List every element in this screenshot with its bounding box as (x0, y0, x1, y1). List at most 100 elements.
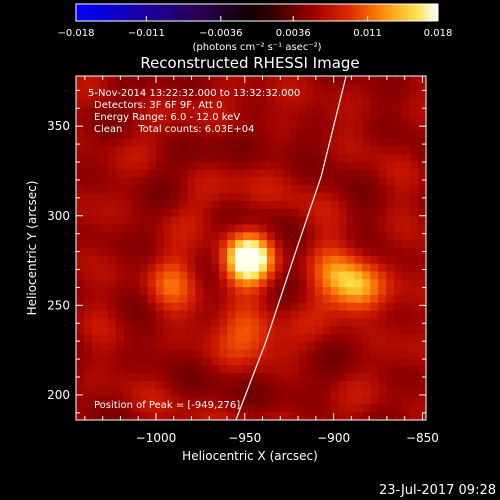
heatmap-cell (107, 380, 117, 390)
heatmap-cell (290, 380, 300, 390)
heatmap-cell (211, 193, 220, 202)
heatmap-cell (76, 122, 85, 132)
heatmap-cell (76, 240, 85, 249)
heatmap-cell (330, 396, 340, 405)
heatmap-cell (290, 99, 300, 108)
heatmap-cell (306, 302, 316, 312)
heatmap-cell (139, 240, 149, 249)
heatmap-cell (378, 357, 387, 366)
heatmap-cell (139, 83, 149, 93)
heatmap-cell (187, 334, 196, 343)
heatmap-cell (354, 216, 363, 226)
heatmap-cell (282, 240, 292, 249)
heatmap-cell (346, 373, 355, 382)
heatmap-cell (219, 279, 228, 288)
heatmap-cell (290, 193, 300, 202)
heatmap-cell (187, 302, 196, 312)
heatmap-cell (282, 177, 292, 187)
heatmap-cell (274, 388, 284, 398)
heatmap-cell (282, 201, 292, 210)
heatmap-cell (123, 130, 133, 140)
solar-limb-curve (235, 76, 347, 420)
heatmap-cell (418, 349, 426, 359)
heatmap-cell (107, 130, 117, 140)
heatmap-cell (394, 271, 403, 280)
heatmap-cell (76, 177, 85, 187)
heatmap-cell (378, 240, 387, 249)
heatmap-cell (266, 287, 276, 296)
heatmap-cell (147, 357, 157, 366)
heatmap-cell (187, 115, 196, 124)
heatmap-cell (386, 412, 395, 420)
heatmap-cell (322, 380, 332, 390)
heatmap-cell (139, 334, 149, 343)
heatmap-cell (155, 146, 165, 155)
heatmap-cell (107, 224, 117, 233)
heatmap-cell (251, 216, 260, 226)
heatmap-cell (306, 122, 316, 132)
heatmap-cell (203, 99, 212, 108)
heatmap-cell (282, 216, 292, 226)
heatmap-cell (394, 365, 403, 374)
heatmap-cell (338, 185, 348, 194)
heatmap-cell (99, 388, 109, 398)
heatmap-cell (258, 224, 268, 233)
heatmap-cell (131, 185, 141, 194)
heatmap-cell (83, 263, 93, 273)
heatmap-cell (266, 122, 276, 132)
heatmap-cell (290, 263, 300, 273)
heatmap-cell (179, 146, 188, 155)
heatmap-cell (274, 349, 284, 359)
heatmap-cell (322, 341, 332, 351)
heatmap-cell (418, 380, 426, 390)
heatmap-cell (354, 302, 363, 312)
heatmap-cell (91, 318, 101, 327)
heatmap-cell (91, 107, 101, 116)
heatmap-cell (195, 169, 204, 179)
heatmap-cell (155, 310, 165, 319)
heatmap-cell (330, 310, 340, 319)
heatmap-cell (227, 91, 236, 101)
heatmap-cell (147, 310, 157, 319)
heatmap-cell (155, 318, 165, 327)
heatmap-cell (338, 380, 348, 390)
heatmap-cell (123, 357, 133, 366)
heatmap-cell (155, 130, 165, 140)
heatmap-cell (338, 177, 348, 187)
heatmap-cell (330, 232, 340, 241)
heatmap-cell (123, 201, 133, 210)
heatmap-cell (131, 130, 141, 140)
heatmap-cell (274, 279, 284, 288)
heatmap-cell (123, 185, 133, 194)
heatmap-cell (402, 349, 411, 359)
heatmap-cell (402, 76, 411, 85)
heatmap-cell (394, 162, 403, 171)
heatmap-cell (410, 99, 419, 108)
heatmap-cell (418, 185, 426, 194)
heatmap-cell (258, 412, 268, 420)
heatmap-cell (410, 162, 419, 171)
heatmap-cell (211, 83, 220, 93)
heatmap-cell (163, 294, 173, 304)
heatmap-cell (258, 99, 268, 108)
heatmap-cell (338, 224, 348, 233)
heatmap-cell (338, 388, 348, 398)
heatmap-cell (394, 255, 403, 265)
heatmap-cell (139, 294, 149, 304)
heatmap-cell (418, 396, 426, 405)
heatmap-cell (83, 138, 93, 147)
heatmap-cell (402, 373, 411, 382)
heatmap-cell (251, 83, 260, 93)
heatmap-cell (282, 263, 292, 273)
heatmap-cell (346, 318, 355, 327)
heatmap-cell (171, 83, 180, 93)
heatmap-cell (322, 208, 332, 218)
heatmap-cell (91, 91, 101, 101)
heatmap-cell (83, 115, 93, 124)
heatmap-cell (203, 122, 212, 132)
heatmap-cell (155, 263, 165, 273)
heatmap-cell (314, 83, 324, 93)
heatmap-cell (402, 380, 411, 390)
heatmap-cell (282, 83, 292, 93)
heatmap-cell (99, 412, 109, 420)
